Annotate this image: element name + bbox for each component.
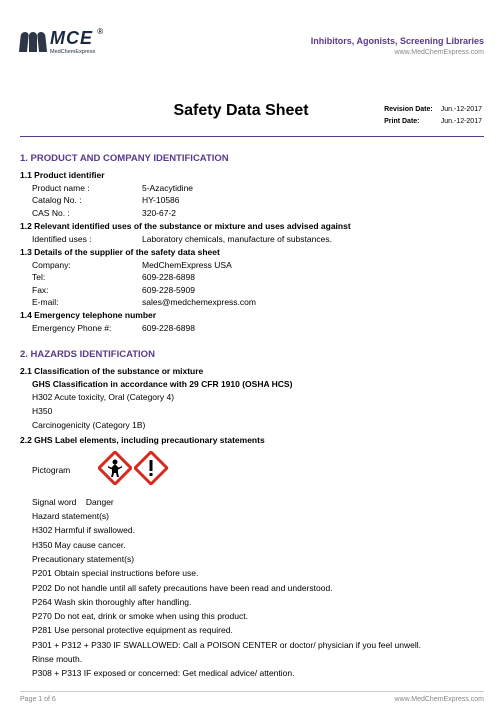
section1-heading: 1. PRODUCT AND COMPANY IDENTIFICATION bbox=[20, 153, 484, 164]
logo-main: MCE bbox=[50, 28, 95, 49]
logo: MCE MedChemExpress ® bbox=[20, 28, 101, 55]
kv-value: 609-228-5909 bbox=[142, 285, 484, 295]
page-title: Safety Data Sheet bbox=[20, 102, 382, 120]
ghs-class-heading: GHS Classification in accordance with 29… bbox=[32, 379, 484, 389]
kv-value: Laboratory chemicals, manufacture of sub… bbox=[142, 234, 484, 244]
kv-value: sales@medchemexpress.com bbox=[142, 297, 484, 307]
signal-word-label: Signal word bbox=[32, 497, 76, 507]
footer-site: www.MedChemExpress.com bbox=[395, 696, 484, 703]
precaution-line: P301 + P312 + P330 IF SWALLOWED: Call a … bbox=[32, 639, 484, 651]
print-date-label: Print Date: bbox=[384, 117, 439, 128]
precaution-line: P281 Use personal protective equipment a… bbox=[32, 624, 484, 636]
precautionary-statements-label: Precautionary statement(s) bbox=[32, 553, 484, 565]
section2-heading: 2. HAZARDS IDENTIFICATION bbox=[20, 349, 484, 360]
kv-value: 320-67-2 bbox=[142, 208, 484, 218]
hazard-statements-label: Hazard statement(s) bbox=[32, 510, 484, 522]
kv-key: Fax: bbox=[32, 285, 142, 295]
precaution-line: P270 Do not eat, drink or smoke when usi… bbox=[32, 610, 484, 622]
kv-value: 609-228-6898 bbox=[142, 323, 484, 333]
classification-line: H302 Acute toxicity, Oral (Category 4) bbox=[32, 392, 484, 404]
kv-row: CAS No. :320-67-2 bbox=[32, 208, 484, 218]
kv-row: Catalog No. :HY-10586 bbox=[32, 195, 484, 205]
kv-row: Product name :5-Azacytidine bbox=[32, 183, 484, 193]
revision-date-label: Revision Date: bbox=[384, 105, 439, 116]
kv-row: Emergency Phone #:609-228-6898 bbox=[32, 323, 484, 333]
kv-key: Emergency Phone #: bbox=[32, 323, 142, 333]
tagline: Inhibitors, Agonists, Screening Librarie… bbox=[311, 36, 484, 46]
classification-line: Carcinogenicity (Category 1B) bbox=[32, 420, 484, 432]
kv-row: Identified uses :Laboratory chemicals, m… bbox=[32, 234, 484, 244]
kv-key: Catalog No. : bbox=[32, 195, 142, 205]
section2-1: 2.1 Classification of the substance or m… bbox=[20, 366, 484, 376]
ghs-health-hazard-icon bbox=[98, 451, 132, 490]
kv-value: 5-Azacytidine bbox=[142, 183, 484, 193]
hazard-line: H350 May cause cancer. bbox=[32, 539, 484, 551]
kv-value: 609-228-6898 bbox=[142, 272, 484, 282]
kv-key: CAS No. : bbox=[32, 208, 142, 218]
header: MCE MedChemExpress ® Inhibitors, Agonist… bbox=[20, 28, 484, 88]
section1-2: 1.2 Relevant identified uses of the subs… bbox=[20, 221, 484, 231]
precaution-line: P201 Obtain special instructions before … bbox=[32, 567, 484, 579]
pictogram-label: Pictogram bbox=[32, 465, 88, 475]
section1-3: 1.3 Details of the supplier of the safet… bbox=[20, 247, 484, 257]
logo-reg: ® bbox=[97, 27, 103, 36]
print-date-value: Jun.-12-2017 bbox=[441, 117, 482, 128]
kv-key: Tel: bbox=[32, 272, 142, 282]
footer: Page 1 of 6 www.MedChemExpress.com bbox=[20, 691, 484, 703]
precaution-line: P264 Wash skin thoroughly after handling… bbox=[32, 596, 484, 608]
section1-4: 1.4 Emergency telephone number bbox=[20, 310, 484, 320]
ghs-exclamation-icon bbox=[134, 451, 168, 490]
section1-1: 1.1 Product identifier bbox=[20, 170, 484, 180]
revision-date-value: Jun.-12-2017 bbox=[441, 105, 482, 116]
precaution-line: P308 + P313 IF exposed or concerned: Get… bbox=[32, 667, 484, 679]
kv-key: Product name : bbox=[32, 183, 142, 193]
kv-row: Fax:609-228-5909 bbox=[32, 285, 484, 295]
kv-key: E-mail: bbox=[32, 297, 142, 307]
site-url: www.MedChemExpress.com bbox=[311, 49, 484, 56]
section2-2: 2.2 GHS Label elements, including precau… bbox=[20, 435, 484, 445]
classification-line: H350 bbox=[32, 406, 484, 418]
kv-row: E-mail:sales@medchemexpress.com bbox=[32, 297, 484, 307]
logo-mark-icon bbox=[20, 32, 46, 52]
dates-table: Revision Date: Jun.-12-2017 Print Date: … bbox=[382, 103, 484, 130]
precaution-line: P202 Do not handle until all safety prec… bbox=[32, 582, 484, 594]
kv-key: Identified uses : bbox=[32, 234, 142, 244]
precaution-line: Rinse mouth. bbox=[32, 653, 484, 665]
kv-row: Tel:609-228-6898 bbox=[32, 272, 484, 282]
kv-row: Company:MedChemExpress USA bbox=[32, 260, 484, 270]
kv-key: Company: bbox=[32, 260, 142, 270]
page-number: Page 1 of 6 bbox=[20, 696, 56, 703]
logo-sub: MedChemExpress bbox=[50, 49, 95, 55]
signal-word-value: Danger bbox=[86, 497, 114, 507]
hazard-line: H302 Harmful if swallowed. bbox=[32, 524, 484, 536]
kv-value: HY-10586 bbox=[142, 195, 484, 205]
kv-value: MedChemExpress USA bbox=[142, 260, 484, 270]
